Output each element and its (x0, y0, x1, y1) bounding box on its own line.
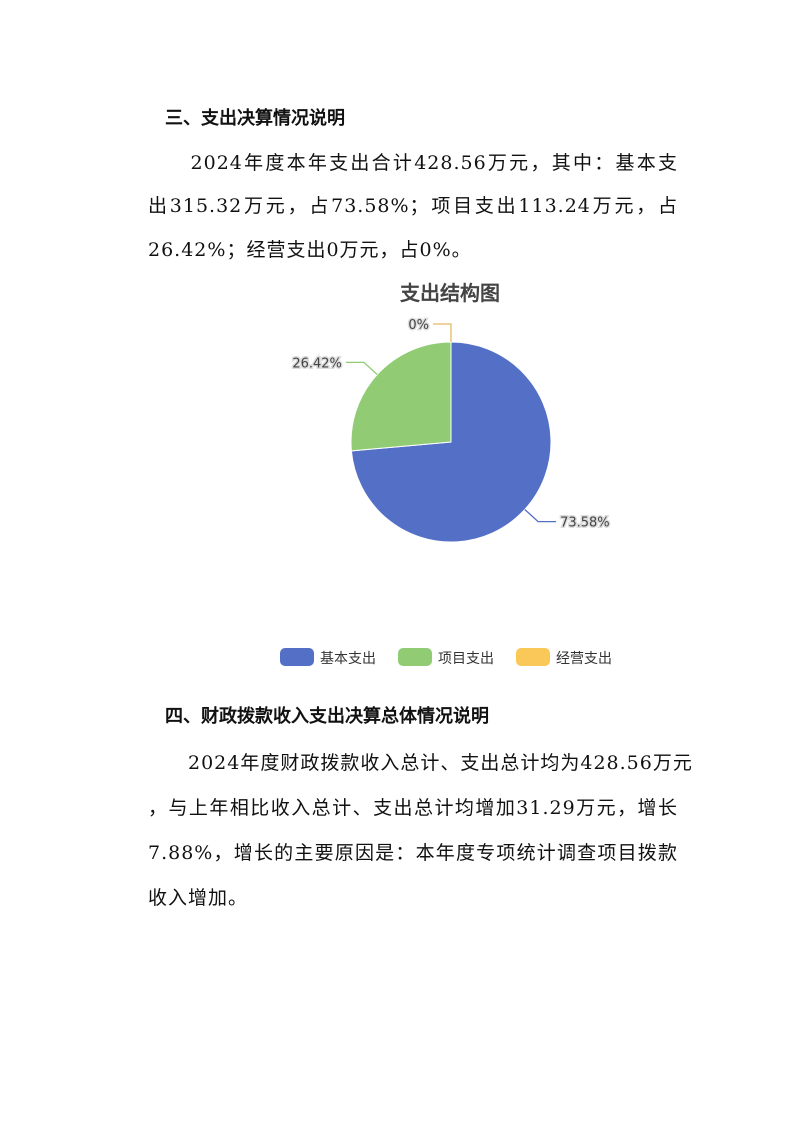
leader-line-1 (345, 361, 378, 375)
paragraph-line: 出315.32万元，占73.58%；项目支出113.24万元，占 (148, 195, 678, 217)
legend-label-1[interactable]: 项目支出 (438, 651, 494, 667)
data-label-1: 26.42% (292, 356, 342, 371)
paragraph-line: 收入增加。 (148, 887, 249, 909)
legend-swatch-1 (398, 648, 432, 666)
data-label-0: 73.58% (560, 516, 610, 531)
expenditure-structure-pie-chart: 支出结构图 73.58% 26.42% 0% 基本支出 项目支出 经营支出 (280, 281, 612, 667)
chart-title: 支出结构图 (400, 281, 500, 305)
legend-label-0[interactable]: 基本支出 (320, 650, 376, 667)
leader-line-0 (524, 509, 557, 523)
legend-label-2[interactable]: 经营支出 (556, 651, 612, 667)
leader-line-2 (433, 323, 452, 342)
paragraph-line: 7.88%，增长的主要原因是：本年度专项统计调查项目拨款 (148, 842, 678, 864)
data-label-2: 0% (408, 318, 429, 333)
legend-swatch-0 (280, 648, 314, 666)
pie-slice-1 (350, 341, 452, 452)
section-3-heading: 三、支出决算情况说明 (165, 108, 345, 129)
paragraph-line: 26.42%；经营支出0万元，占0%。 (148, 239, 472, 261)
legend-swatch-2 (516, 648, 550, 666)
paragraph-line: 2024年度财政拨款收入总计、支出总计均为428.56万元 (148, 752, 693, 774)
paragraph-line: ，与上年相比收入总计、支出总计均增加31.29万元，增长 (148, 797, 678, 819)
section-4-heading: 四、财政拨款收入支出决算总体情况说明 (165, 706, 489, 727)
paragraph-line: 2024年度本年支出合计428.56万元，其中：基本支 (148, 152, 678, 174)
